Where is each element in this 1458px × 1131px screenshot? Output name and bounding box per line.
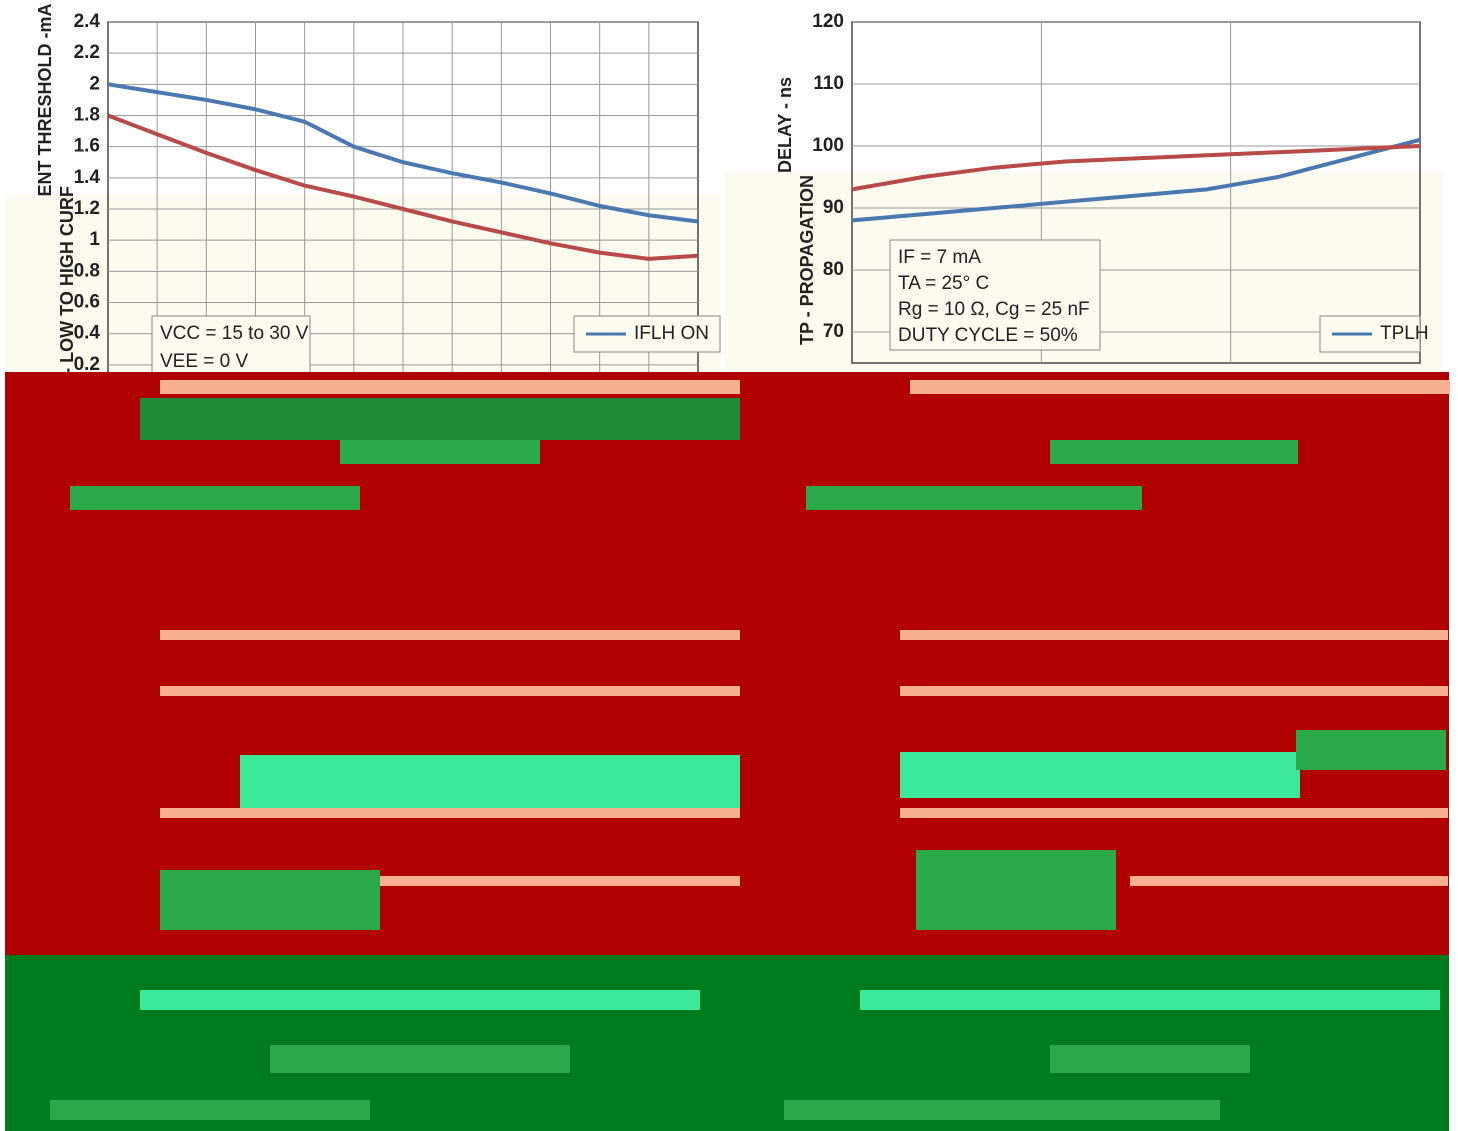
y-axis-label: - LOW TO HIGH CURF	[57, 186, 77, 374]
line-series	[851, 144, 1421, 192]
noise	[900, 752, 1300, 798]
y-tick-label: 0.4	[74, 323, 101, 344]
y-tick-label: 1.6	[74, 136, 100, 157]
noise	[270, 1045, 570, 1073]
noise	[70, 486, 360, 510]
y-tick-label: 110	[813, 73, 844, 94]
noise	[900, 808, 1448, 818]
y-tick-label: 2.2	[74, 42, 100, 63]
annotation: TA = 25° C	[898, 273, 989, 294]
corrupted-region	[5, 372, 1450, 1131]
noise	[160, 808, 740, 818]
noise	[784, 1100, 1220, 1120]
y-tick-label: 90	[823, 197, 844, 218]
y-tick-label: 80	[823, 259, 844, 280]
noise	[1050, 1045, 1250, 1073]
noise	[340, 440, 540, 464]
y-tick-label: 2.4	[74, 11, 101, 32]
y-tick-label: 1.4	[74, 167, 101, 188]
noise	[160, 686, 740, 696]
y-axis-label: TP - PROPAGATION	[797, 175, 817, 345]
y-tick-label: 0.6	[74, 292, 100, 313]
line-series	[107, 113, 699, 261]
y-tick-label: 2	[89, 73, 100, 94]
noise	[916, 850, 1116, 930]
noise	[1296, 730, 1446, 770]
legend-label: TPLH	[1380, 323, 1429, 344]
noise	[240, 755, 740, 817]
y-tick-label: 0.8	[74, 260, 100, 281]
y-axis-label: DELAY - ns	[775, 77, 795, 173]
noise	[1050, 440, 1298, 464]
line-series	[851, 137, 1421, 223]
annotation-box	[889, 239, 1101, 351]
noise	[140, 990, 700, 1010]
line-series	[107, 82, 699, 224]
noise	[900, 630, 1448, 640]
annotation: DUTY CYCLE = 50%	[898, 325, 1078, 346]
y-tick-label: 1	[89, 229, 100, 250]
y-axis-label: ENT THRESHOLD -mA	[35, 4, 55, 197]
y-tick-label: 70	[823, 321, 844, 342]
noise	[160, 380, 740, 394]
annotation: Rg = 10 Ω, Cg = 25 nF	[898, 299, 1090, 320]
annotation: IF = 7 mA	[898, 247, 981, 268]
noise	[860, 990, 1440, 1010]
noise	[900, 686, 1448, 696]
noise	[380, 876, 740, 886]
y-tick-label: 100	[812, 135, 844, 156]
y-tick-label: 0.2	[74, 354, 100, 375]
y-tick-label: 1.2	[74, 198, 100, 219]
noise	[140, 398, 740, 440]
annotation: VCC = 15 to 30 V	[160, 323, 309, 344]
y-tick-label: 1.8	[74, 105, 100, 126]
noise	[1130, 876, 1448, 886]
annotation: VEE = 0 V	[160, 351, 249, 372]
y-tick-label: 120	[812, 11, 844, 32]
legend-label: IFLH ON	[634, 323, 709, 344]
noise	[160, 630, 740, 640]
noise	[806, 486, 1142, 510]
noise	[5, 372, 1449, 957]
noise	[910, 380, 1450, 394]
annotation-box	[151, 315, 311, 377]
noise	[50, 1100, 370, 1120]
noise	[160, 870, 380, 930]
